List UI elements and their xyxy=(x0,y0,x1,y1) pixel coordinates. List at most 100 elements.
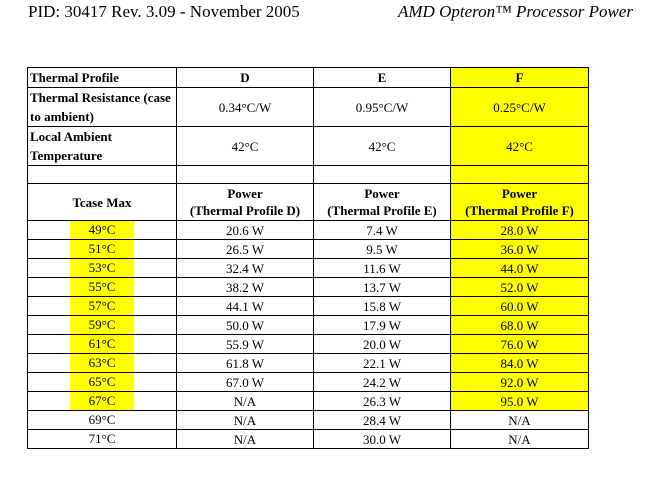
spacer-cell xyxy=(27,165,177,184)
tcase-value: 71°C xyxy=(88,431,116,446)
power-e-cell: 7.4 W xyxy=(313,220,451,240)
table-row: 63°C 61.8 W 22.1 W 84.0 W xyxy=(27,353,589,373)
tcase-value: 57°C xyxy=(70,297,134,315)
profile-d-header: D xyxy=(176,67,314,88)
power-e-cell: 20.0 W xyxy=(313,334,451,354)
tcase-cell: 63°C xyxy=(27,353,177,373)
tcase-cell: 53°C xyxy=(27,258,177,278)
tcase-cell: 71°C xyxy=(27,429,177,449)
tcase-value: 61°C xyxy=(70,335,134,353)
tcase-value: 53°C xyxy=(70,259,134,277)
tcase-cell: 65°C xyxy=(27,372,177,392)
power-f-cell: 60.0 W xyxy=(450,296,589,316)
power-d-cell: 32.4 W xyxy=(176,258,314,278)
tcase-value: 67°C xyxy=(70,392,134,410)
thermal-resistance-d: 0.34°C/W xyxy=(176,87,314,127)
power-f-cell: 95.0 W xyxy=(450,391,589,411)
tcase-cell: 67°C xyxy=(27,391,177,411)
tcase-value: 69°C xyxy=(88,412,116,427)
power-e-cell: 30.0 W xyxy=(313,429,451,449)
power-d-header-line1: Power xyxy=(227,186,263,201)
tcase-max-header: Tcase Max xyxy=(27,183,177,221)
power-f-cell: 76.0 W xyxy=(450,334,589,354)
power-d-header: Power (Thermal Profile D) xyxy=(176,183,314,221)
tcase-cell: 51°C xyxy=(27,239,177,259)
power-f-cell: 84.0 W xyxy=(450,353,589,373)
local-ambient-d: 42°C xyxy=(176,126,314,166)
spacer-cell xyxy=(176,165,314,184)
profile-e-header: E xyxy=(313,67,451,88)
power-e-header-line2: (Thermal Profile E) xyxy=(327,203,437,218)
tcase-cell: 59°C xyxy=(27,315,177,335)
profile-f-header: F xyxy=(450,67,589,88)
power-d-cell: N/A xyxy=(176,391,314,411)
tcase-cell: 55°C xyxy=(27,277,177,297)
local-ambient-row: Local Ambient Temperature 42°C 42°C 42°C xyxy=(27,126,589,166)
tcase-value: 65°C xyxy=(70,373,134,391)
power-f-cell: 36.0 W xyxy=(450,239,589,259)
table-row: 59°C 50.0 W 17.9 W 68.0 W xyxy=(27,315,589,335)
power-f-cell: 92.0 W xyxy=(450,372,589,392)
power-d-cell: 38.2 W xyxy=(176,277,314,297)
power-e-cell: 11.6 W xyxy=(313,258,451,278)
table-row: 71°C N/A 30.0 W N/A xyxy=(27,429,589,449)
thermal-resistance-f: 0.25°C/W xyxy=(450,87,589,127)
power-e-cell: 17.9 W xyxy=(313,315,451,335)
power-e-header-line1: Power xyxy=(364,186,400,201)
spacer-row xyxy=(27,165,589,184)
table-row: 55°C 38.2 W 13.7 W 52.0 W xyxy=(27,277,589,297)
power-f-cell: 52.0 W xyxy=(450,277,589,297)
local-ambient-f: 42°C xyxy=(450,126,589,166)
tcase-cell: 69°C xyxy=(27,410,177,430)
thermal-resistance-e: 0.95°C/W xyxy=(313,87,451,127)
tcase-value: 55°C xyxy=(70,278,134,296)
table-row: 69°C N/A 28.4 W N/A xyxy=(27,410,589,430)
thermal-profile-label: Thermal Profile xyxy=(27,67,177,88)
table-row: 67°C N/A 26.3 W 95.0 W xyxy=(27,391,589,411)
power-e-cell: 22.1 W xyxy=(313,353,451,373)
power-d-cell: 61.8 W xyxy=(176,353,314,373)
power-f-header: Power (Thermal Profile F) xyxy=(450,183,589,221)
power-e-cell: 13.7 W xyxy=(313,277,451,297)
tcase-cell: 61°C xyxy=(27,334,177,354)
power-f-header-line1: Power xyxy=(501,186,538,201)
table-row: 65°C 67.0 W 24.2 W 92.0 W xyxy=(27,372,589,392)
power-d-cell: 44.1 W xyxy=(176,296,314,316)
power-e-cell: 26.3 W xyxy=(313,391,451,411)
thermal-profile-table: Thermal Profile D E F Thermal Resistance… xyxy=(27,67,589,449)
power-d-header-line2: (Thermal Profile D) xyxy=(189,203,301,218)
spacer-cell xyxy=(313,165,451,184)
document-title-header: AMD Opteron™ Processor Power xyxy=(398,2,633,21)
power-d-cell: N/A xyxy=(176,429,314,449)
power-f-cell: N/A xyxy=(450,429,589,449)
spacer-cell xyxy=(450,165,589,184)
tcase-value: 63°C xyxy=(70,354,134,372)
thermal-profile-row: Thermal Profile D E F xyxy=(27,67,589,88)
power-f-cell: 68.0 W xyxy=(450,315,589,335)
power-f-cell: 44.0 W xyxy=(450,258,589,278)
table-row: 57°C 44.1 W 15.8 W 60.0 W xyxy=(27,296,589,316)
power-d-cell: 20.6 W xyxy=(176,220,314,240)
power-f-cell: 28.0 W xyxy=(450,220,589,240)
tcase-cell: 49°C xyxy=(27,220,177,240)
power-f-header-line2: (Thermal Profile F) xyxy=(465,203,574,218)
table-row: 49°C 20.6 W 7.4 W 28.0 W xyxy=(27,220,589,240)
tcase-cell: 57°C xyxy=(27,296,177,316)
power-d-cell: 67.0 W xyxy=(176,372,314,392)
tcase-value: 49°C xyxy=(70,221,134,239)
tcase-value: 59°C xyxy=(70,316,134,334)
power-d-cell: N/A xyxy=(176,410,314,430)
power-e-cell: 28.4 W xyxy=(313,410,451,430)
document-id-header: PID: 30417 Rev. 3.09 - November 2005 xyxy=(28,2,300,21)
table-row: 53°C 32.4 W 11.6 W 44.0 W xyxy=(27,258,589,278)
power-f-cell: N/A xyxy=(450,410,589,430)
table-row: 51°C 26.5 W 9.5 W 36.0 W xyxy=(27,239,589,259)
thermal-resistance-label: Thermal Resistance (case to ambient) xyxy=(27,87,177,127)
local-ambient-label: Local Ambient Temperature xyxy=(27,126,177,166)
power-d-cell: 26.5 W xyxy=(176,239,314,259)
power-e-header: Power (Thermal Profile E) xyxy=(313,183,451,221)
table-row: 61°C 55.9 W 20.0 W 76.0 W xyxy=(27,334,589,354)
thermal-resistance-row: Thermal Resistance (case to ambient) 0.3… xyxy=(27,87,589,127)
power-e-cell: 15.8 W xyxy=(313,296,451,316)
tcase-value: 51°C xyxy=(70,240,134,258)
